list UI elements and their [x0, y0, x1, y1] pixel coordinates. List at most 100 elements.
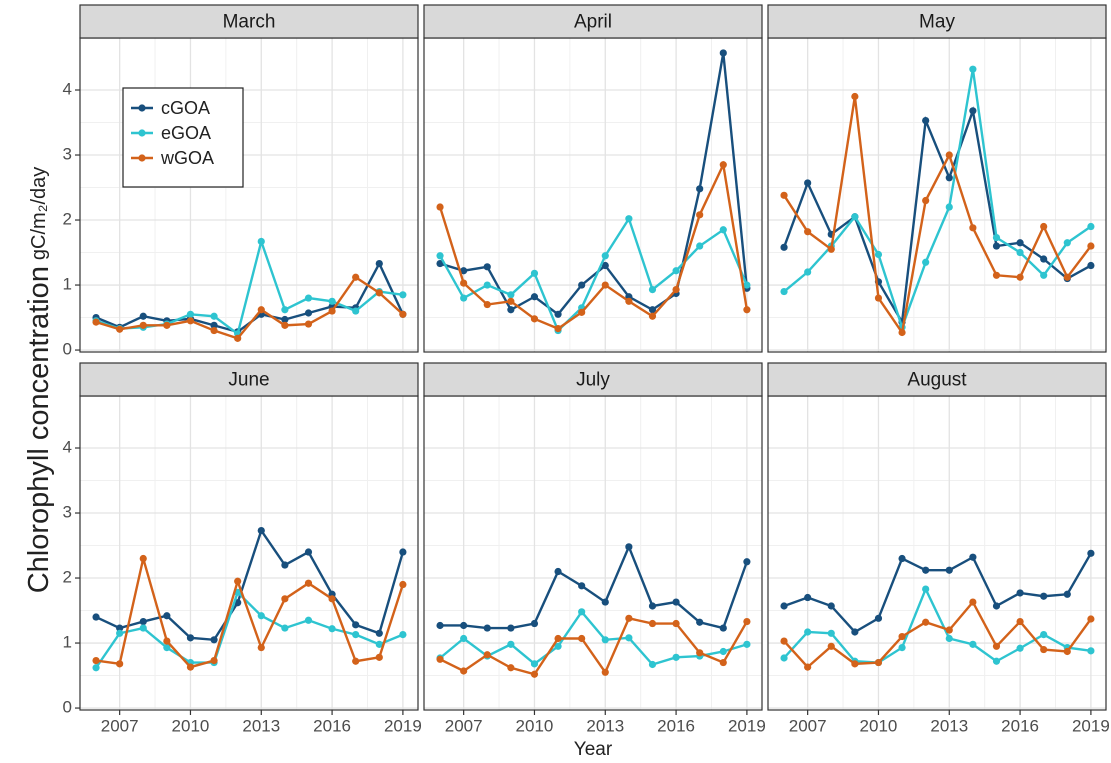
data-point: [257, 526, 265, 535]
data-point: [328, 625, 336, 633]
data-point: [719, 161, 727, 169]
data-point: [507, 624, 515, 632]
data-point: [780, 243, 788, 251]
data-point: [578, 582, 586, 590]
data-point: [1016, 248, 1024, 257]
data-point: [945, 566, 953, 574]
data-point: [139, 554, 147, 563]
data-point: [648, 306, 657, 314]
data-point: [116, 624, 124, 632]
data-point: [399, 630, 407, 639]
data-point: [436, 203, 444, 211]
data-point: [992, 271, 1001, 279]
data-point: [648, 602, 657, 610]
data-point: [578, 634, 586, 643]
data-point: [922, 258, 930, 266]
data-point: [743, 617, 751, 626]
x-tick-label: 2016: [1001, 716, 1039, 735]
y-tick-label: 3: [63, 503, 72, 522]
data-point: [210, 312, 218, 320]
legend-box: [122, 87, 244, 188]
data-point: [483, 281, 491, 289]
data-point: [696, 185, 704, 193]
x-tick-label: 2019: [384, 716, 422, 735]
data-point: [460, 634, 468, 643]
data-point: [827, 629, 835, 637]
data-point: [719, 226, 727, 234]
data-point: [780, 654, 788, 662]
data-point: [804, 593, 812, 602]
series-line: [95, 275, 404, 340]
data-point: [601, 261, 609, 270]
data-point: [672, 653, 680, 661]
data-point: [139, 617, 147, 626]
series-line: [783, 586, 1092, 664]
y-tick-label: 3: [63, 145, 72, 164]
data-point: [281, 315, 289, 324]
data-point: [851, 92, 859, 101]
data-point: [804, 179, 812, 187]
data-point: [625, 634, 633, 642]
data-point: [696, 618, 704, 626]
data-point: [281, 561, 289, 569]
data-point: [530, 269, 539, 277]
data-point: [554, 310, 562, 318]
data-point: [139, 624, 147, 632]
data-point: [257, 237, 265, 246]
data-point: [1087, 549, 1095, 557]
data-point: [507, 664, 515, 672]
data-point: [672, 619, 680, 628]
x-tick-label: 2007: [101, 716, 139, 735]
data-point: [554, 567, 562, 576]
data-point: [898, 632, 906, 641]
data-point: [352, 621, 360, 629]
series-line: [440, 543, 749, 630]
x-tick-label: 2016: [313, 716, 351, 735]
x-tick-label: 2019: [1072, 716, 1110, 735]
data-point: [304, 294, 313, 302]
series-line: [438, 160, 749, 330]
x-tick-label: 2013: [586, 716, 624, 735]
data-point: [163, 321, 171, 329]
data-point: [530, 315, 539, 323]
data-point: [304, 579, 313, 587]
data-point: [625, 297, 633, 305]
data-point: [304, 320, 313, 328]
data-point: [625, 215, 633, 223]
data-point: [601, 598, 609, 606]
data-point: [436, 621, 444, 630]
data-point: [945, 626, 953, 634]
data-point: [922, 585, 930, 593]
strip-title: June: [228, 370, 269, 391]
data-point: [1087, 647, 1095, 655]
data-point: [352, 273, 360, 281]
data-point: [1040, 645, 1048, 654]
strip: [423, 4, 763, 39]
data-point: [281, 306, 289, 314]
data-point: [648, 312, 657, 320]
data-point: [460, 621, 468, 630]
data-point: [945, 203, 953, 211]
data-point: [672, 267, 680, 275]
data-point: [139, 312, 147, 320]
data-point: [1087, 242, 1095, 250]
data-point: [851, 628, 859, 636]
x-tick-label: 2013: [930, 716, 968, 735]
data-point: [719, 49, 727, 57]
data-point: [281, 624, 289, 632]
data-point: [780, 637, 788, 645]
strip-title: April: [574, 12, 612, 33]
y-axis-label: Chlorophyll concentration gC/m₂/day: [23, 167, 55, 594]
data-point: [992, 657, 1001, 665]
data-point: [554, 642, 562, 650]
data-point: [460, 267, 468, 275]
data-point: [186, 317, 195, 325]
data-point: [234, 334, 242, 342]
data-point: [945, 151, 953, 159]
data-point: [1040, 592, 1048, 600]
series-line: [439, 616, 748, 676]
data-point: [1016, 239, 1024, 247]
data-point: [483, 300, 491, 309]
data-point: [945, 634, 953, 643]
data-point: [530, 670, 539, 678]
